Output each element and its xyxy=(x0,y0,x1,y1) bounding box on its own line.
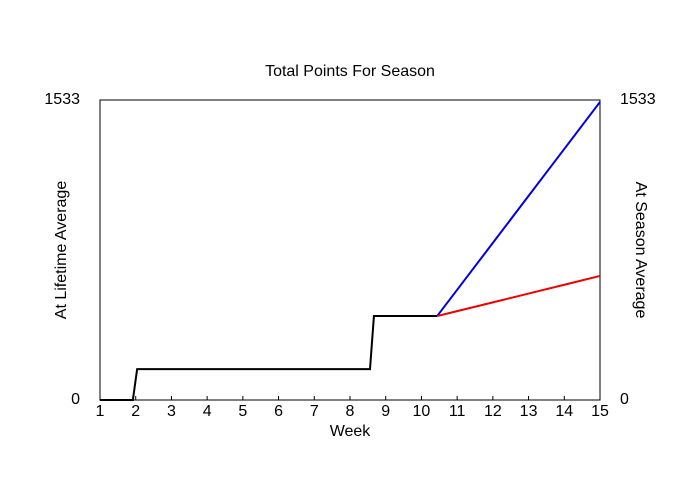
x-tick-label: 6 xyxy=(274,403,283,420)
x-tick-label: 4 xyxy=(203,403,212,420)
x-tick-label: 13 xyxy=(520,403,538,420)
x-tick-label: 7 xyxy=(310,403,319,420)
chart-title: Total Points For Season xyxy=(265,63,435,80)
y-tick-label: 1533 xyxy=(44,91,80,108)
x-tick-label: 10 xyxy=(413,403,431,420)
series-line xyxy=(100,315,438,401)
x-tick-label: 14 xyxy=(555,403,573,420)
x-axis-title: Week xyxy=(330,423,372,440)
x-tick-label: 8 xyxy=(346,403,355,420)
y-tick-label: 0 xyxy=(71,391,80,408)
x-tick-label: 11 xyxy=(449,403,466,420)
x-tick-label: 1 xyxy=(96,403,105,420)
series-line xyxy=(436,101,601,317)
y-axis-title: At Lifetime Average xyxy=(53,181,70,320)
x-tick-label: 15 xyxy=(591,403,609,420)
x-tick-label: 9 xyxy=(381,403,390,420)
x-tick-label: 5 xyxy=(238,403,247,420)
x-tick-label: 3 xyxy=(167,403,176,420)
y2-tick-label: 1533 xyxy=(620,91,656,108)
y2-axis-title: At Season Average xyxy=(632,182,649,319)
y2-tick-label: 0 xyxy=(620,391,629,408)
x-tick-label: 2 xyxy=(131,403,140,420)
x-tick-label: 12 xyxy=(484,403,502,420)
series-line xyxy=(436,274,601,318)
